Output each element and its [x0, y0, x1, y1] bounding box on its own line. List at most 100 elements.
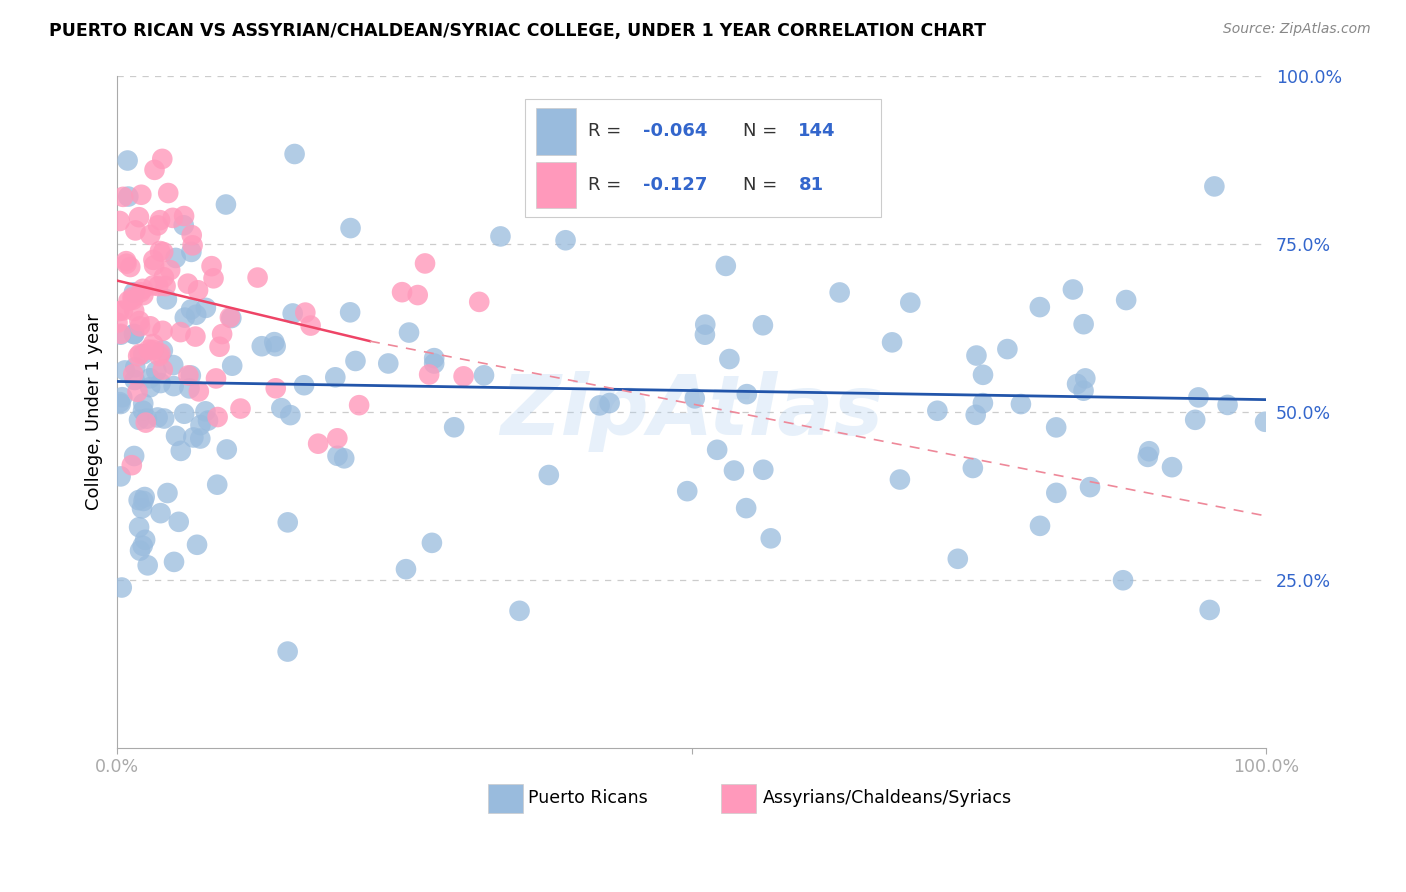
Point: [468, 294, 491, 309]
Point: [972, 368, 994, 382]
Point: [153, 270, 176, 285]
Point: [1045, 420, 1067, 434]
Point: [149, 346, 172, 360]
Point: [554, 233, 576, 247]
Point: [163, 379, 186, 393]
Point: [152, 343, 174, 358]
Point: [759, 532, 782, 546]
Point: [221, 359, 243, 373]
Point: [187, 283, 209, 297]
Point: [120, 260, 142, 274]
Point: [208, 340, 231, 354]
Point: [132, 288, 155, 302]
FancyBboxPatch shape: [537, 162, 575, 209]
Point: [124, 373, 146, 387]
Point: [152, 362, 174, 376]
Point: [723, 464, 745, 478]
Point: [145, 364, 167, 378]
Point: [108, 395, 131, 409]
FancyBboxPatch shape: [524, 99, 882, 217]
Text: ZipAtlas: ZipAtlas: [501, 371, 883, 452]
Point: [153, 411, 176, 425]
Point: [1029, 519, 1052, 533]
Point: [714, 259, 737, 273]
Point: [1045, 486, 1067, 500]
Point: [186, 308, 208, 322]
Point: [889, 473, 911, 487]
Point: [1216, 398, 1239, 412]
Point: [162, 358, 184, 372]
Point: [194, 404, 217, 418]
Point: [307, 436, 329, 450]
Point: [180, 244, 202, 259]
Point: [509, 604, 531, 618]
Point: [152, 324, 174, 338]
Point: [149, 213, 172, 227]
Point: [117, 293, 139, 308]
Point: [155, 279, 177, 293]
Text: R =: R =: [588, 176, 627, 194]
Point: [1254, 415, 1277, 429]
Point: [264, 339, 287, 353]
Point: [127, 349, 149, 363]
Point: [107, 316, 129, 330]
Point: [187, 384, 209, 399]
Point: [965, 408, 987, 422]
Point: [173, 407, 195, 421]
Point: [110, 469, 132, 483]
Point: [706, 442, 728, 457]
Point: [156, 486, 179, 500]
Point: [418, 368, 440, 382]
Text: 144: 144: [799, 122, 837, 140]
Point: [142, 337, 165, 351]
Point: [129, 319, 152, 334]
Point: [828, 285, 851, 300]
Point: [122, 367, 145, 381]
Point: [134, 533, 156, 547]
Point: [676, 484, 699, 499]
Point: [149, 376, 172, 390]
Point: [156, 293, 179, 307]
Point: [270, 401, 292, 416]
Point: [180, 368, 202, 383]
Point: [215, 442, 238, 457]
Point: [143, 162, 166, 177]
Point: [472, 368, 495, 383]
Point: [229, 401, 252, 416]
Point: [139, 380, 162, 394]
Point: [423, 351, 446, 366]
Point: [128, 314, 150, 328]
Point: [202, 271, 225, 285]
Point: [132, 347, 155, 361]
Point: [149, 244, 172, 258]
Point: [139, 371, 162, 385]
Point: [186, 538, 208, 552]
Point: [177, 368, 200, 383]
Point: [207, 410, 229, 425]
Point: [693, 327, 716, 342]
FancyBboxPatch shape: [488, 783, 523, 814]
Text: -0.064: -0.064: [644, 122, 707, 140]
Point: [344, 354, 367, 368]
Point: [1029, 300, 1052, 314]
Point: [139, 319, 162, 334]
Point: [292, 378, 315, 392]
Point: [211, 326, 233, 341]
Point: [735, 501, 758, 516]
Point: [167, 515, 190, 529]
Point: [200, 259, 222, 273]
Point: [122, 285, 145, 300]
Point: [135, 411, 157, 425]
Point: [413, 256, 436, 270]
Point: [128, 493, 150, 508]
Point: [752, 463, 775, 477]
Point: [142, 278, 165, 293]
Point: [1073, 384, 1095, 398]
Point: [170, 443, 193, 458]
Point: [108, 304, 131, 318]
Point: [190, 418, 212, 433]
Text: Assyrians/Chaldeans/Syriacs: Assyrians/Chaldeans/Syriacs: [763, 789, 1012, 807]
Point: [205, 477, 228, 491]
Point: [132, 282, 155, 296]
Point: [323, 370, 346, 384]
